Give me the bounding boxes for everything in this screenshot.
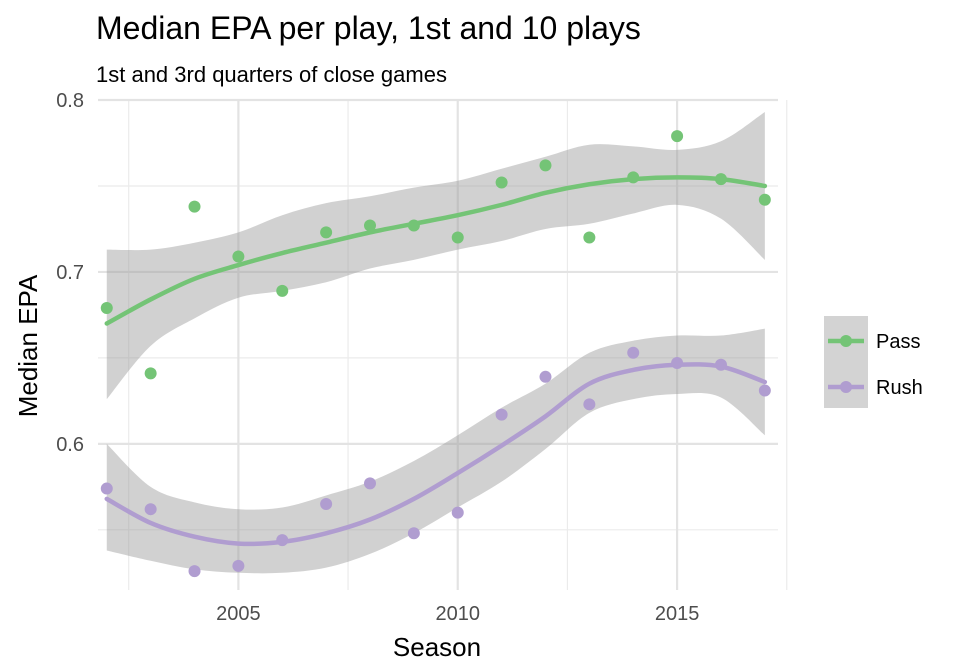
y-tick-label: 0.8 [56, 90, 84, 112]
pass-point [232, 250, 245, 263]
rush-point [758, 384, 771, 397]
pass-point [758, 193, 771, 206]
x-tick-label: 2015 [655, 603, 700, 625]
pass-point [276, 284, 289, 297]
chart-title: Median EPA per play, 1st and 10 plays [96, 10, 641, 46]
grid [98, 98, 788, 590]
pass-point [100, 302, 113, 315]
legend-rush-label: Rush [876, 377, 923, 399]
pass-point [583, 231, 596, 244]
rush-point [144, 503, 157, 516]
pass-smooth-line [104, 175, 768, 326]
y-axis-title: Median EPA [13, 274, 43, 417]
legend-pass-marker [840, 335, 852, 347]
x-tick-label: 2010 [435, 603, 480, 625]
rush-point [407, 527, 420, 540]
legend-key-background [824, 316, 868, 408]
rush-point [583, 398, 596, 411]
legend-pass-label: Pass [876, 331, 920, 353]
smooth-lines [104, 175, 768, 547]
pass-point [320, 226, 333, 239]
rush-point [188, 565, 201, 578]
rush-point [451, 506, 464, 519]
y-tick-label: 0.7 [56, 262, 84, 284]
pass-point [188, 200, 201, 213]
rush-confidence-band [106, 328, 765, 574]
pass-point [144, 367, 157, 380]
legend: Pass Rush [824, 316, 923, 408]
rush-point [495, 408, 508, 421]
rush-point [232, 559, 245, 572]
x-tick-label: 2005 [216, 603, 261, 625]
pass-point [539, 159, 552, 172]
rush-smooth-line [104, 362, 768, 547]
rush-point [320, 498, 333, 511]
legend-rush-marker [840, 381, 852, 393]
axes: 2005 2010 2015 0.6 0.7 0.8 [56, 90, 699, 625]
x-axis-title: Season [393, 632, 481, 662]
rush-point [364, 477, 376, 490]
pass-point [451, 231, 464, 244]
rush-point [539, 370, 552, 383]
pass-point [671, 130, 684, 143]
rush-point [627, 346, 640, 359]
pass-point [364, 219, 376, 232]
y-tick-label: 0.6 [56, 434, 84, 456]
chart-subtitle: 1st and 3rd quarters of close games [96, 62, 447, 87]
rush-point [100, 482, 113, 495]
pass-point [495, 176, 508, 189]
confidence-bands [106, 112, 765, 574]
